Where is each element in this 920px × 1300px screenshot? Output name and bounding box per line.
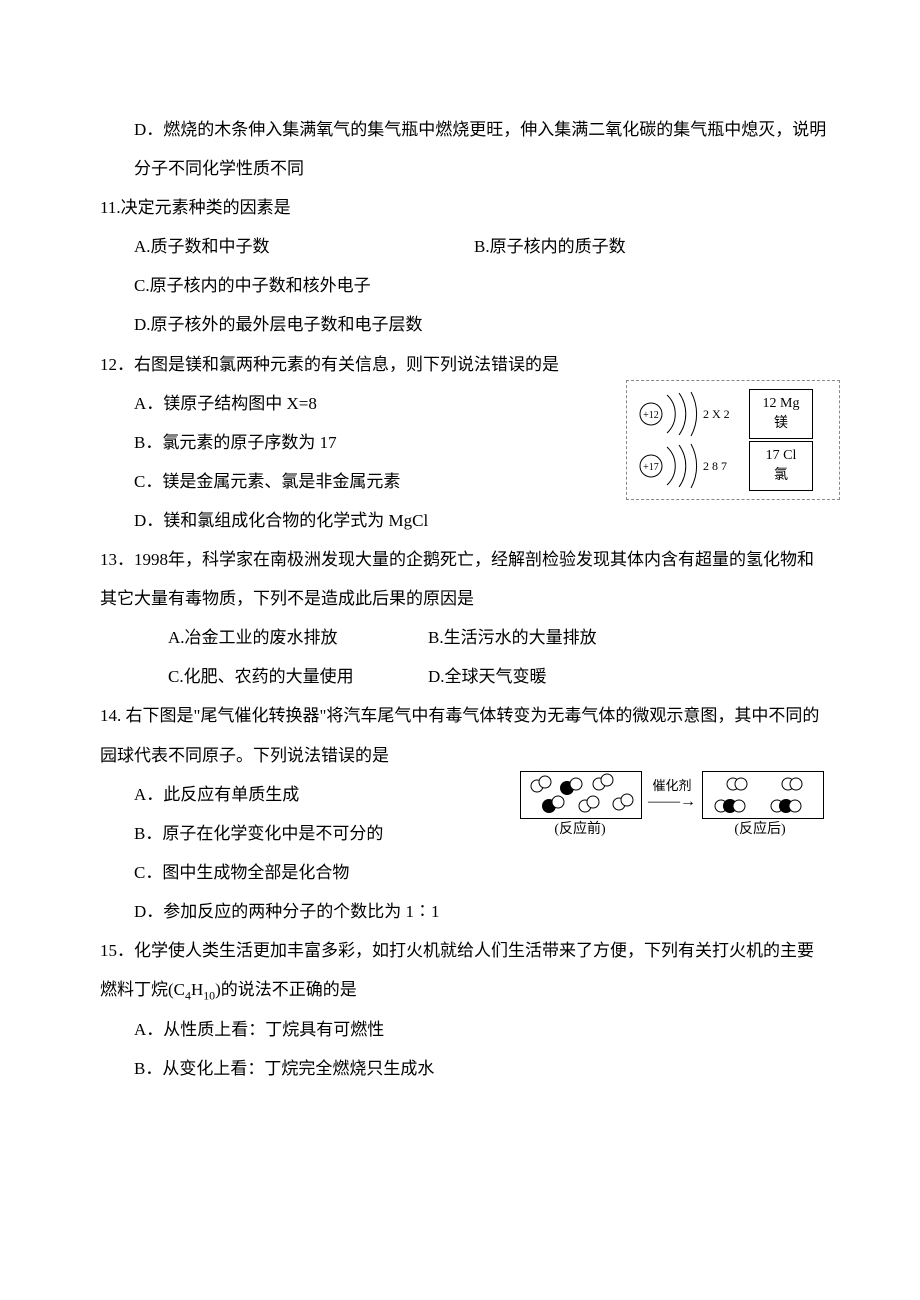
q12-d: D．镁和氯组成化合物的化学式为 MgCl <box>100 501 830 540</box>
mol-a <box>727 778 747 790</box>
q11-stem-text: 11.决定元素种类的因素是 <box>100 198 291 217</box>
q12-mg-card-top: 12 <box>763 396 777 411</box>
q14-catalyst-label: 催化剂 <box>652 779 691 792</box>
mol-3 <box>593 774 613 790</box>
q12-a-row: A．镁原子结构图中 X=8 +12 2 X 2 12 Mg 镁 <box>100 384 830 423</box>
q13-a: A.冶金工业的废水排放 <box>168 618 428 657</box>
q15-sub2: 10 <box>203 988 215 1002</box>
mol-d <box>771 799 801 813</box>
mol-c <box>715 799 745 813</box>
q11-d: D.原子核外的最外层电子数和电子层数 <box>100 305 830 344</box>
q14-arrow: 催化剂 ――→ <box>642 779 702 810</box>
q14-d: D．参加反应的两种分子的个数比为 1∶1 <box>100 892 830 931</box>
q11-row-ab: A.质子数和中子数 B.原子核内的质子数 <box>100 227 830 266</box>
q14-c: C．图中生成物全部是化合物 <box>100 853 830 892</box>
q12-mg-shells-text: 2 X 2 <box>703 407 730 421</box>
mol-b <box>782 778 802 790</box>
q14-after-box <box>702 771 824 819</box>
mol-4 <box>542 796 564 813</box>
q15-b: B．从变化上看：丁烷完全燃烧只生成水 <box>100 1049 830 1088</box>
q10-option-d: D．燃烧的木条伸入集满氧气的集气瓶中燃烧更旺，伸入集满二氧化碳的集气瓶中熄灭，说… <box>100 110 830 188</box>
q14-a-row: A．此反应有单质生成 催化剂 ――→ <box>100 775 830 814</box>
q11-c: C.原子核内的中子数和核外电子 <box>100 266 830 305</box>
q12-c: C．镁是金属元素、氯是非金属元素 <box>100 462 830 501</box>
q15-stem-mid: H <box>191 980 203 999</box>
q12-b: B．氯元素的原子序数为 17 <box>100 423 830 462</box>
q10-d-text: D．燃烧的木条伸入集满氧气的集气瓶中燃烧更旺，伸入集满二氧化碳的集气瓶中熄灭，说… <box>134 120 826 178</box>
q13-d: D.全球天气变暖 <box>428 657 547 696</box>
q15-stem-suffix: )的说法不正确的是 <box>215 980 357 999</box>
q13-stem: 13．1998年，科学家在南极洲发现大量的企鹅死亡，经解剖检验发现其体内含有超量… <box>100 540 830 618</box>
mol-6 <box>613 794 633 810</box>
q12-stem: 12．右图是镁和氯两种元素的有关信息，则下列说法错误的是 <box>100 345 830 384</box>
q13-c: C.化肥、农药的大量使用 <box>168 657 428 696</box>
q12-mg-card-sym: Mg <box>780 396 799 411</box>
q11-b: B.原子核内的质子数 <box>474 227 626 266</box>
mol-1 <box>531 776 551 792</box>
q13-b: B.生活污水的大量排放 <box>428 618 597 657</box>
q11-a: A.质子数和中子数 <box>134 227 474 266</box>
q14-before-box <box>520 771 642 819</box>
q14-stem: 14. 右下图是"尾气催化转换器"将汽车尾气中有毒气体转变为无毒气体的微观示意图… <box>100 696 830 774</box>
arrow-right-icon: ――→ <box>648 794 696 810</box>
q11-stem: 11.决定元素种类的因素是 <box>100 188 830 227</box>
mol-5 <box>579 796 599 812</box>
q12-mg-nucleus-text: +12 <box>643 410 659 421</box>
q12-a: A．镁原子结构图中 X=8 <box>134 394 317 413</box>
q13-row-ab: A.冶金工业的废水排放 B.生活污水的大量排放 <box>100 618 830 657</box>
mol-2 <box>560 778 582 795</box>
q15-stem: 15．化学使人类生活更加丰富多彩，如打火机就给人们生活带来了方便，下列有关打火机… <box>100 931 830 1010</box>
q14-b: B．原子在化学变化中是不可分的 <box>100 814 830 853</box>
q15-a: A．从性质上看：丁烷具有可燃性 <box>100 1010 830 1049</box>
q14-a: A．此反应有单质生成 <box>134 785 299 804</box>
q13-row-cd: C.化肥、农药的大量使用 D.全球天气变暖 <box>100 657 830 696</box>
